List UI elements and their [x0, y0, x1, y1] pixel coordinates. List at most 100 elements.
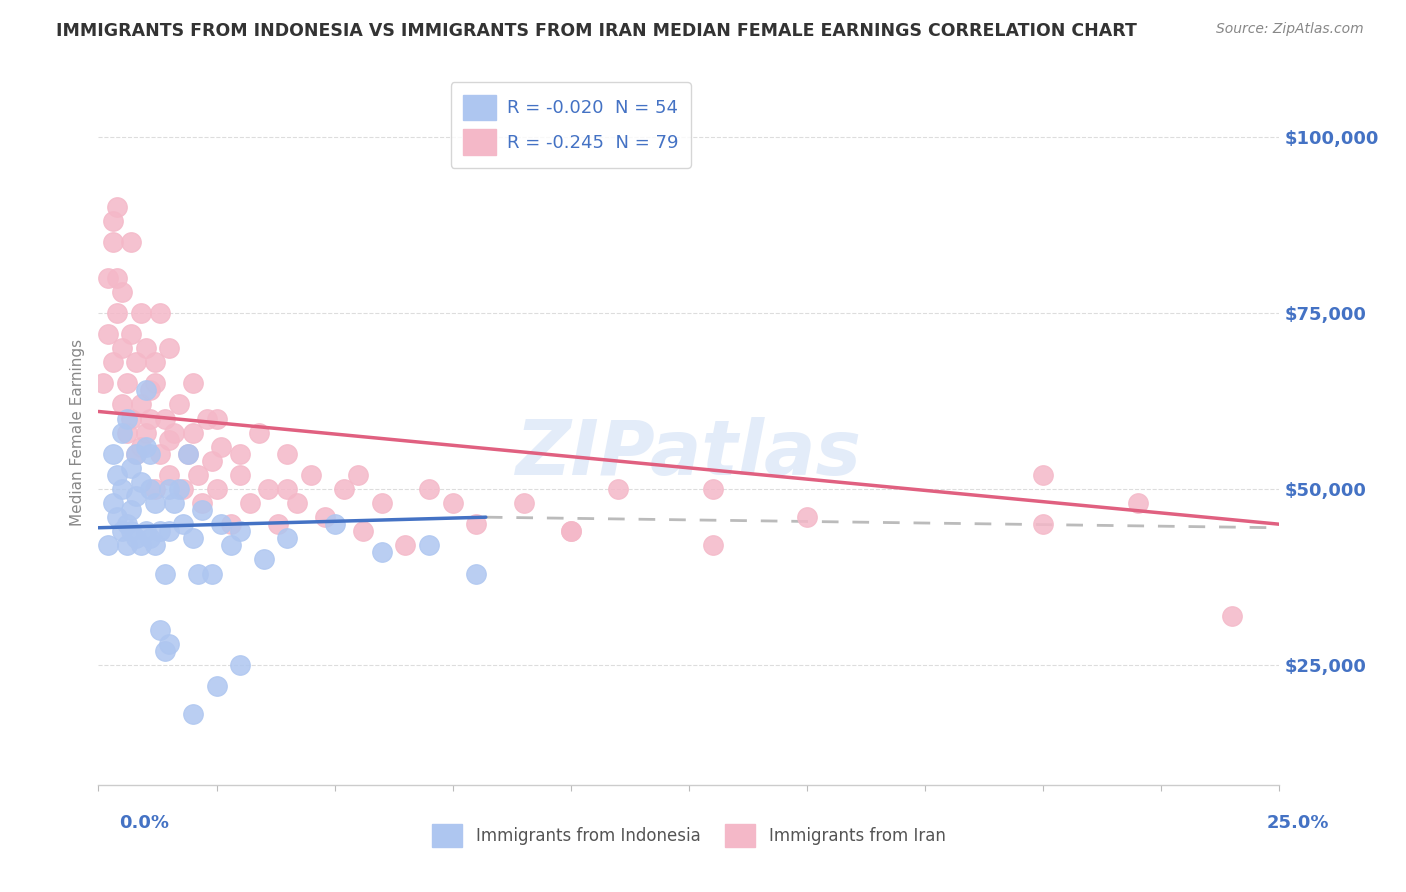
- Point: [247, 425, 270, 440]
- Point: [139, 482, 162, 496]
- Point: [111, 482, 134, 496]
- Point: [121, 411, 143, 425]
- Point: [191, 503, 214, 517]
- Point: [115, 411, 138, 425]
- Point: [139, 447, 162, 461]
- Point: [512, 496, 534, 510]
- Point: [143, 482, 166, 496]
- Point: [111, 524, 134, 539]
- Point: [201, 566, 224, 581]
- Point: [177, 447, 200, 461]
- Point: [181, 376, 204, 391]
- Point: [167, 397, 190, 411]
- Point: [157, 467, 180, 482]
- Point: [105, 200, 128, 214]
- Point: [143, 376, 166, 391]
- Point: [101, 355, 124, 369]
- Point: [229, 524, 252, 539]
- Point: [181, 531, 204, 545]
- Point: [105, 270, 128, 285]
- Point: [121, 326, 143, 341]
- Point: [111, 285, 134, 299]
- Point: [121, 503, 143, 517]
- Point: [125, 447, 148, 461]
- Point: [560, 524, 582, 539]
- Point: [177, 447, 200, 461]
- Point: [125, 489, 148, 503]
- Point: [149, 447, 172, 461]
- Point: [1032, 467, 1054, 482]
- Point: [163, 425, 186, 440]
- Point: [153, 644, 176, 658]
- Point: [229, 658, 252, 673]
- Point: [257, 482, 280, 496]
- Point: [121, 235, 143, 250]
- Point: [285, 496, 308, 510]
- Point: [465, 517, 488, 532]
- Point: [167, 482, 190, 496]
- Point: [101, 447, 124, 461]
- Point: [149, 306, 172, 320]
- Point: [209, 517, 232, 532]
- Point: [418, 482, 440, 496]
- Point: [352, 524, 374, 539]
- Point: [229, 447, 252, 461]
- Point: [157, 433, 180, 447]
- Point: [607, 482, 630, 496]
- Point: [796, 510, 818, 524]
- Point: [205, 482, 228, 496]
- Point: [441, 496, 464, 510]
- Point: [115, 376, 138, 391]
- Point: [153, 566, 176, 581]
- Point: [172, 517, 194, 532]
- Point: [125, 531, 148, 545]
- Text: 0.0%: 0.0%: [120, 814, 170, 831]
- Point: [157, 637, 180, 651]
- Point: [115, 538, 138, 552]
- Point: [105, 306, 128, 320]
- Point: [191, 496, 214, 510]
- Point: [347, 467, 370, 482]
- Point: [101, 496, 124, 510]
- Point: [129, 475, 152, 489]
- Text: ZIPatlas: ZIPatlas: [516, 417, 862, 491]
- Point: [135, 341, 157, 355]
- Point: [115, 425, 138, 440]
- Point: [418, 538, 440, 552]
- Point: [129, 538, 152, 552]
- Point: [105, 467, 128, 482]
- Point: [121, 524, 143, 539]
- Point: [276, 531, 298, 545]
- Point: [323, 517, 346, 532]
- Point: [163, 496, 186, 510]
- Point: [187, 467, 209, 482]
- Legend: Immigrants from Indonesia, Immigrants from Iran: Immigrants from Indonesia, Immigrants fr…: [426, 817, 952, 855]
- Point: [129, 397, 152, 411]
- Point: [253, 552, 276, 566]
- Point: [209, 440, 232, 454]
- Point: [129, 306, 152, 320]
- Point: [139, 531, 162, 545]
- Point: [157, 524, 180, 539]
- Point: [702, 538, 724, 552]
- Point: [333, 482, 356, 496]
- Point: [394, 538, 416, 552]
- Point: [702, 482, 724, 496]
- Text: 25.0%: 25.0%: [1267, 814, 1329, 831]
- Point: [157, 341, 180, 355]
- Point: [153, 411, 176, 425]
- Point: [101, 235, 124, 250]
- Point: [299, 467, 322, 482]
- Point: [115, 517, 138, 532]
- Point: [205, 411, 228, 425]
- Point: [121, 460, 143, 475]
- Point: [187, 566, 209, 581]
- Point: [181, 425, 204, 440]
- Point: [135, 440, 157, 454]
- Point: [201, 454, 224, 468]
- Y-axis label: Median Female Earnings: Median Female Earnings: [69, 339, 84, 526]
- Point: [101, 214, 124, 228]
- Point: [276, 447, 298, 461]
- Point: [219, 538, 242, 552]
- Point: [125, 447, 148, 461]
